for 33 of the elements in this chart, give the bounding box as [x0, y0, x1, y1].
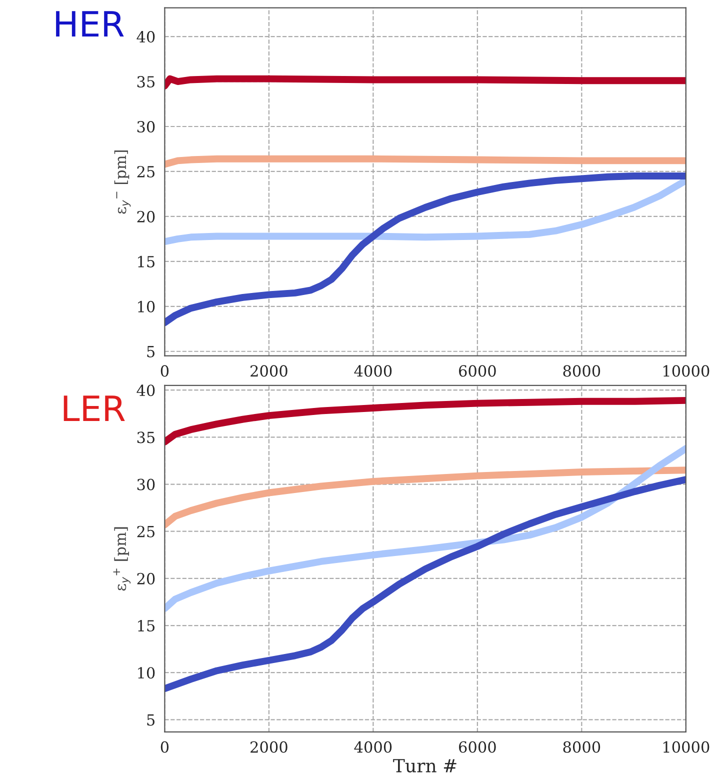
- y-tick-label: 15: [138, 256, 154, 268]
- x-tick-label: 6000: [459, 365, 496, 377]
- x-tick-label: 2000: [250, 365, 288, 377]
- x-axis-title: Turn #: [393, 759, 456, 772]
- x-tick-label: 4000: [354, 741, 392, 753]
- y-tick-label: 30: [137, 478, 155, 490]
- x-tick-label: 8000: [563, 365, 600, 377]
- y-tick-label: 10: [138, 667, 155, 679]
- x-tick-label: 10000: [663, 365, 710, 377]
- y-axis-title: ε$_{y}$$^{+}$ [pm]: [113, 527, 131, 591]
- y-tick-label: 35: [137, 432, 154, 444]
- x-tick-label: 4000: [354, 365, 392, 377]
- y-tick-label: 5: [147, 346, 154, 358]
- y-tick-label: 20: [137, 210, 155, 222]
- y-axis-title: ε$_{y}$$^{−}$ [pm]: [114, 150, 131, 214]
- y-tick-label: 40: [136, 31, 155, 43]
- x-tick-label: 6000: [459, 741, 496, 753]
- y-tick-label: 15: [138, 620, 154, 632]
- y-tick-label: 35: [137, 76, 154, 88]
- y-tick-label: 25: [137, 526, 154, 538]
- x-tick-label: 0: [160, 741, 169, 753]
- y-tick-label: 40: [136, 384, 155, 396]
- y-tick-label: 10: [138, 300, 155, 312]
- text: HER: [56, 11, 124, 36]
- x-tick-label: 0: [160, 365, 169, 377]
- x-tick-label: 2000: [250, 741, 288, 753]
- x-tick-label: 10000: [663, 741, 710, 753]
- y-tick-label: 20: [137, 572, 155, 584]
- y-tick-label: 25: [137, 166, 154, 178]
- y-tick-label: 30: [137, 120, 155, 133]
- y-tick-label: 5: [147, 714, 154, 726]
- text: LER: [64, 396, 125, 421]
- x-tick-label: 8000: [563, 741, 600, 753]
